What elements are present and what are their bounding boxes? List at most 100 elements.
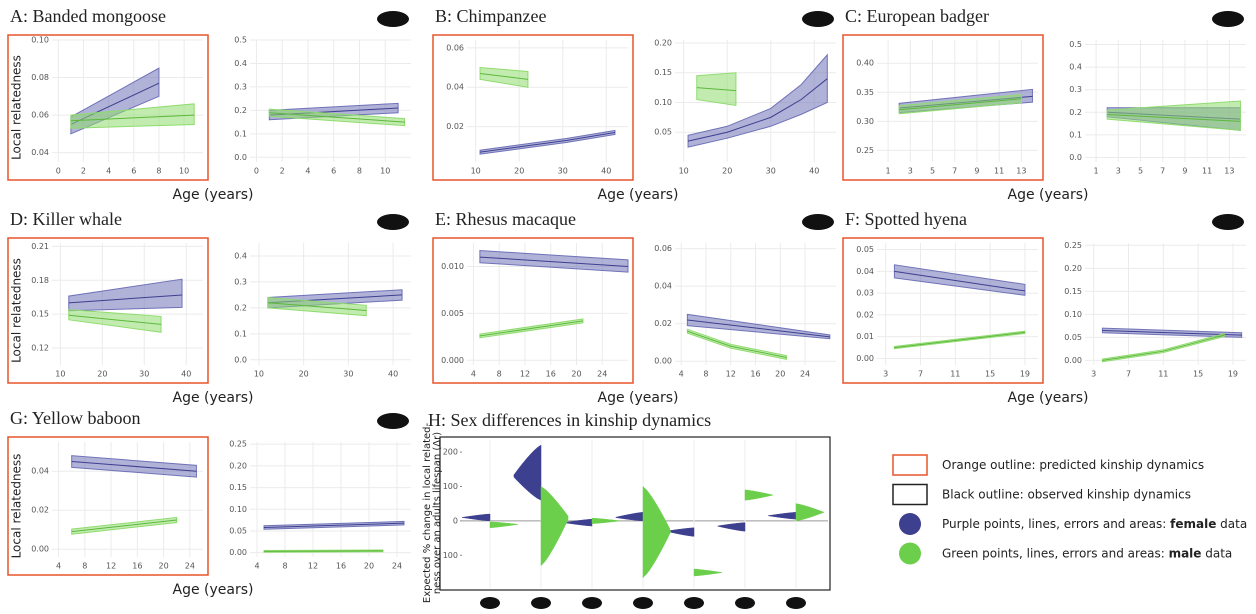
x-tick-label: 24 [392,562,402,571]
y-tick-label: 0.00 [856,354,874,363]
legend-text-bold: female [1170,517,1216,531]
x-tick-label: 10 [254,370,264,379]
x-tick-label: 24 [185,562,195,571]
trend-line [68,314,162,325]
animal-icon [582,597,602,609]
x-tick-label: 4 [471,370,476,379]
y-tick-label: 100 [443,551,458,560]
x-tick-label: 20 [97,370,107,379]
y-tick-label: 0.03 [856,289,874,298]
y-tick-label: 0.02 [446,122,464,131]
trend-line [1107,114,1241,122]
legend-text: Orange outline: predicted kinship dynami… [942,458,1204,472]
y-tick-label: 0.1 [234,129,247,138]
x-tick-label: 40 [809,167,819,176]
y-tick-label: 0.21 [31,242,49,251]
x-tick-label: 3 [1091,370,1096,379]
legend-text-part: Orange outline: predicted kinship dynami… [942,458,1204,472]
x-axis-label: Age (years) [598,187,679,203]
legend-text-part: Green points, lines, errors and areas: [942,546,1169,560]
trend-line [479,256,629,267]
trend-line [687,78,828,142]
animal-icon [377,413,409,429]
trend-line [479,72,528,80]
predicted-outline [432,237,634,384]
x-tick-label: 10 [55,370,65,379]
x-tick-label: 8 [357,167,362,176]
legend-text: Black outline: observed kinship dynamics [942,487,1191,501]
x-tick-label: 4 [56,562,61,571]
confidence-band [70,103,195,129]
legend-text-part: Black outline: observed kinship dynamics [942,487,1191,501]
x-tick-label: 20 [775,370,785,379]
x-tick-label: 16 [546,370,556,379]
x-tick-label: 30 [139,370,149,379]
y-tick-label: 0.3 [1069,85,1082,94]
y-tick-label: 0.00 [1064,356,1082,365]
x-tick-label: 0 [56,167,61,176]
y-tick-label: 0.00 [654,357,672,366]
x-tick-label: 11 [1158,370,1168,379]
x-tick-label: 16 [132,562,142,571]
y-axis-label: Local relatedness [10,454,24,559]
x-tick-label: 24 [800,370,810,379]
y-tick-label: 0.25 [229,440,247,449]
legend-text-bold: male [1169,546,1202,560]
y-tick-label: 0.04 [31,467,49,476]
x-tick-label: 20 [571,370,581,379]
x-tick-label: 20 [159,562,169,571]
x-tick-label: 12 [106,562,116,571]
confidence-band [893,264,1026,296]
y-tick-label: 0.005 [441,309,464,318]
y-tick-label: 0.05 [856,245,874,254]
legend-marker [892,483,928,506]
x-tick-label: 6 [331,167,336,176]
trend-line [70,114,195,122]
y-tick-label: 0.3 [234,277,247,286]
confidence-band [68,278,183,312]
y-tick-label: 0.15 [654,68,672,77]
x-axis-label: Age (years) [173,390,254,406]
half-violin [540,485,569,567]
x-tick-label: 10 [471,167,481,176]
y-tick-label: 0 [453,516,458,525]
y-axis-label: Local relatedness [10,258,24,363]
panel-title: D: Killer whale [10,209,122,229]
x-tick-label: 8 [82,562,87,571]
y-tick-label: 0.04 [654,282,672,291]
x-tick-label: 40 [601,167,611,176]
x-tick-label: 30 [558,167,568,176]
half-violin [489,521,518,529]
y-tick-label: 0.02 [856,310,874,319]
y-tick-label: 0.30 [856,117,874,126]
x-tick-label: 0 [254,167,259,176]
y-tick-label: 0.20 [229,461,247,470]
animal-icon [1212,11,1244,27]
legend-marker [892,454,928,476]
x-tick-label: 1 [886,167,891,176]
y-tick-label: 0.10 [31,36,49,45]
confidence-band [1101,333,1225,363]
x-tick-label: 19 [1228,370,1238,379]
legend-marker [899,513,921,535]
y-tick-label: 0.0 [234,355,247,364]
animal-icon [802,11,834,27]
x-tick-label: 12 [726,370,736,379]
y-axis-label: Expected % change in local related- [422,422,433,603]
half-violin [744,489,774,501]
trend-line [479,320,583,337]
y-tick-label: 0.2 [1069,108,1082,117]
y-tick-label: 0.12 [31,344,49,353]
predicted-outline [7,436,209,576]
y-tick-label: 0.40 [856,59,874,68]
x-axis-label: Age (years) [173,582,254,598]
confidence-band [1106,100,1241,131]
y-tick-label: 0.02 [31,506,49,515]
trend-line [687,330,787,358]
x-axis-label: Age (years) [1008,390,1089,406]
legend-text: Purple points, lines, errors and areas: … [942,517,1247,531]
y-tick-label: 0.0 [1069,153,1082,162]
trend-line [263,522,405,528]
y-tick-label: 0.05 [1064,333,1082,342]
legend-text-part: Purple points, lines, errors and areas: [942,517,1170,531]
